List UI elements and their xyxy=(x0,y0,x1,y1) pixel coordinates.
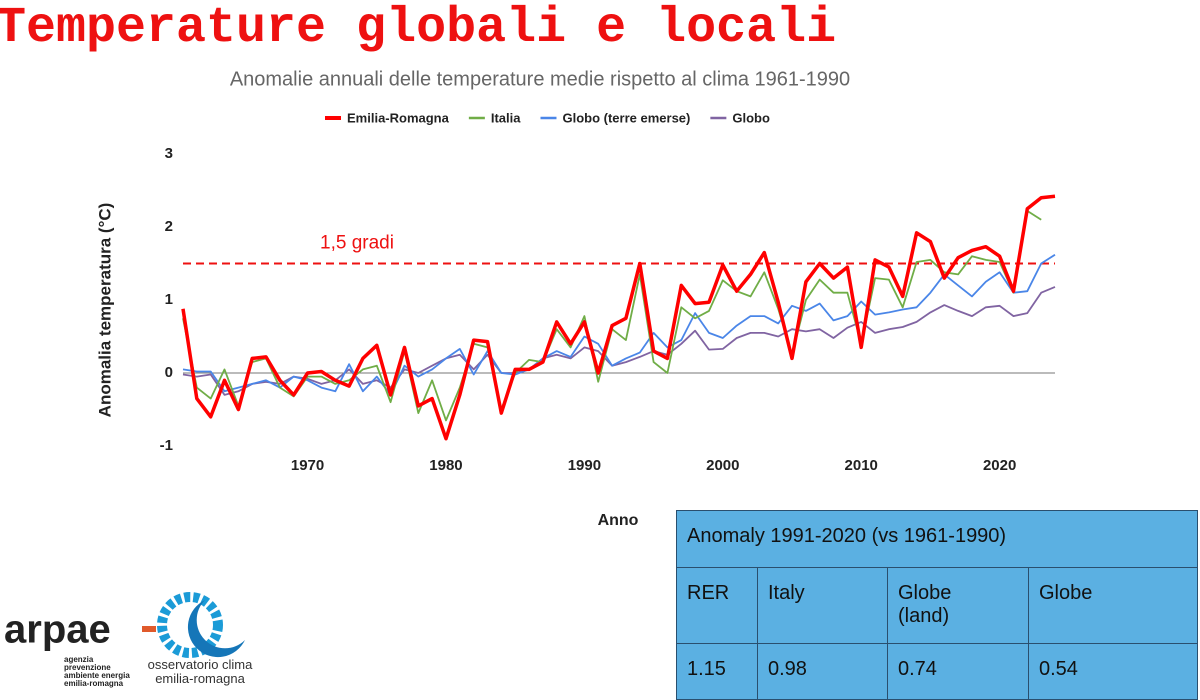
series-line xyxy=(182,286,1056,396)
logo-observatory-box: osservatorio clima emilia-romagna xyxy=(147,658,253,686)
logo-observatory: osservatorio clima emilia-romagna xyxy=(147,658,253,686)
series-line xyxy=(182,253,1056,396)
slide-title: Temperature globali e locali xyxy=(0,0,836,57)
chart-title: Anomalie annuali delle temperature medie… xyxy=(230,68,850,90)
legend-label: Italia xyxy=(491,110,521,125)
legend-label: Globo xyxy=(732,110,770,125)
table-cell: 0.74 xyxy=(887,643,1029,700)
logo: arpae agenzia prevenzione ambiente energ… xyxy=(4,592,253,688)
y-tick-label: 2 xyxy=(165,218,173,235)
legend-label: Emilia-Romagna xyxy=(347,110,450,125)
logo-agency: agenzia prevenzione ambiente energia emi… xyxy=(64,656,130,688)
x-axis-label: Anno xyxy=(598,512,639,529)
x-tick-label: 2010 xyxy=(845,457,878,474)
table-cell: 1.15 xyxy=(676,643,758,700)
logo-name: arpae xyxy=(4,608,111,652)
x-tick-label: 2020 xyxy=(983,457,1016,474)
table-title: Anomaly 1991-2020 (vs 1961-1990) xyxy=(676,510,1198,568)
x-tick-label: 2000 xyxy=(706,457,739,474)
table-cell: 0.98 xyxy=(757,643,888,700)
x-tick-label: 1980 xyxy=(429,457,462,474)
table-header: RER xyxy=(676,567,758,644)
x-tick-label: 1990 xyxy=(568,457,601,474)
series-line xyxy=(181,194,1056,441)
table-cell: 0.54 xyxy=(1028,643,1198,700)
summary-table: Anomaly 1991-2020 (vs 1961-1990) RER Ita… xyxy=(676,510,1198,700)
table-header: Italy xyxy=(757,567,888,644)
logo-ring xyxy=(157,592,223,658)
legend: Emilia-Romagna Italia Globo (terre emerse)… xyxy=(325,110,770,125)
threshold-label: 1,5 gradi xyxy=(320,233,394,254)
logo-agency-box: agenzia prevenzione ambiente energia emi… xyxy=(64,656,130,688)
y-tick-label: 1 xyxy=(165,291,173,308)
table-header: Globe (land) xyxy=(887,567,1029,644)
y-tick-label: -1 xyxy=(160,437,173,454)
x-tick-label: 1970 xyxy=(291,457,324,474)
logo-dash xyxy=(142,626,156,632)
table-header: Globe xyxy=(1028,567,1198,644)
y-tick-label: 3 xyxy=(165,145,173,162)
logo-wave xyxy=(187,600,245,658)
y-tick-label: 0 xyxy=(165,364,173,381)
legend-label: Globo (terre emerse) xyxy=(562,110,690,125)
y-axis-label: Anomalia temperatura (°C) xyxy=(95,203,114,418)
series-line xyxy=(182,210,1042,422)
